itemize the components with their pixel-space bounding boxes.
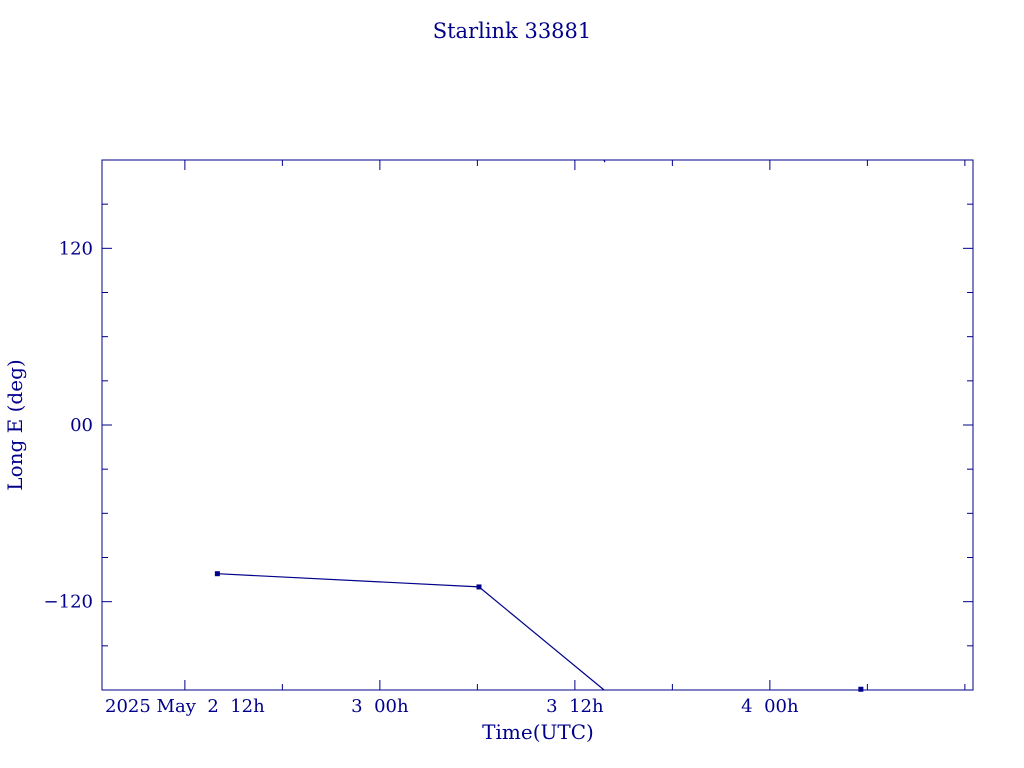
data-point — [858, 686, 864, 692]
data-point — [214, 571, 220, 577]
plot-frame — [101, 159, 974, 691]
x-axis-label: Time(UTC) — [482, 720, 594, 744]
y-tick-label: 120 — [59, 238, 93, 259]
x-tick-label: 4 00h — [741, 696, 799, 717]
chart-title: Starlink 33881 — [433, 19, 592, 43]
x-tick-label: 3 00h — [351, 696, 409, 717]
data-point — [476, 584, 482, 590]
x-tick-label: 2025 May 2 12h — [105, 696, 265, 717]
y-tick-label: 00 — [70, 415, 93, 436]
series-line — [603, 159, 606, 163]
x-tick-label: 3 12h — [546, 696, 604, 717]
y-axis-label: Long E (deg) — [3, 359, 27, 490]
y-tick-label: −120 — [44, 592, 93, 613]
series-line — [217, 573, 605, 691]
